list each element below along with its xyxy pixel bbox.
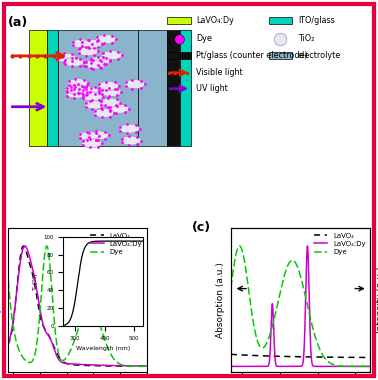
Circle shape	[82, 40, 102, 48]
Bar	[167, 30, 180, 146]
Bar	[58, 30, 138, 146]
Circle shape	[66, 85, 86, 94]
Circle shape	[94, 109, 114, 117]
Circle shape	[66, 89, 87, 98]
Circle shape	[88, 131, 108, 140]
Legend: LaVO₄, LaVO₄:Dy, Dye: LaVO₄, LaVO₄:Dy, Dye	[89, 231, 144, 256]
Circle shape	[82, 139, 102, 147]
Circle shape	[70, 84, 91, 93]
Circle shape	[85, 100, 105, 109]
Circle shape	[108, 105, 129, 113]
Circle shape	[79, 131, 99, 141]
Circle shape	[85, 60, 105, 69]
Circle shape	[119, 124, 139, 133]
Circle shape	[68, 79, 88, 88]
Circle shape	[101, 87, 121, 97]
Circle shape	[98, 81, 119, 90]
Bar	[29, 30, 48, 146]
Bar	[269, 17, 293, 24]
Legend: LaVO₄, LaVO₄:Dy, Dye: LaVO₄, LaVO₄:Dy, Dye	[312, 231, 367, 256]
Text: (c): (c)	[192, 221, 211, 234]
Bar	[167, 52, 191, 59]
Text: TiO₂: TiO₂	[298, 34, 314, 43]
Circle shape	[82, 92, 102, 101]
Text: electrolyte: electrolyte	[298, 51, 341, 60]
Text: Pt/glass (counter electrode): Pt/glass (counter electrode)	[196, 51, 308, 60]
Circle shape	[56, 53, 76, 62]
Bar	[180, 30, 191, 146]
Circle shape	[64, 58, 84, 66]
Bar	[48, 30, 58, 146]
Text: Visible light: Visible light	[196, 68, 243, 77]
Y-axis label: Absorption (a.u.): Absorption (a.u.)	[216, 262, 225, 338]
Text: Dye: Dye	[196, 34, 212, 43]
Text: LaVO₄:Dy: LaVO₄:Dy	[196, 16, 234, 25]
Y-axis label: Absorption (a.u.): Absorption (a.u.)	[0, 262, 2, 338]
Circle shape	[84, 60, 104, 68]
Circle shape	[78, 47, 98, 56]
Text: ITO/glass: ITO/glass	[298, 16, 335, 25]
Circle shape	[78, 87, 99, 95]
Circle shape	[102, 51, 122, 60]
Circle shape	[121, 136, 141, 145]
Bar	[269, 52, 293, 59]
Text: (a): (a)	[8, 16, 28, 29]
Circle shape	[124, 80, 145, 89]
Bar	[167, 17, 191, 24]
Circle shape	[100, 98, 121, 107]
Bar	[138, 30, 167, 146]
Circle shape	[96, 35, 116, 44]
Circle shape	[90, 57, 110, 65]
Circle shape	[72, 39, 92, 48]
Y-axis label: Intensity (a.u.): Intensity (a.u.)	[376, 267, 378, 333]
Text: UV light: UV light	[196, 84, 228, 93]
